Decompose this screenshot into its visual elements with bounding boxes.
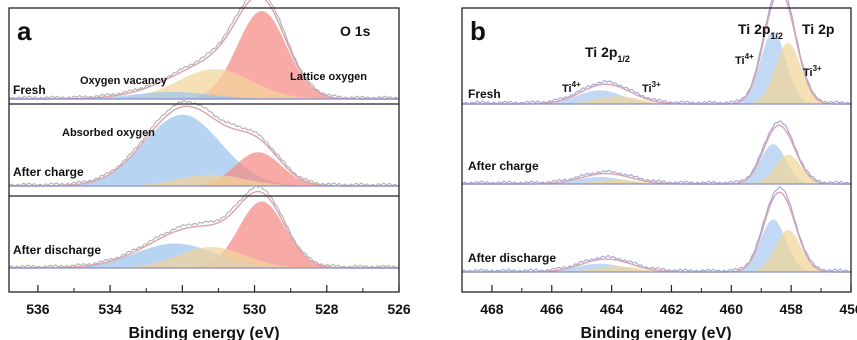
panel-a-letter: a: [17, 16, 32, 46]
annotation-oxygen-vacancy: Oxygen vacancy: [80, 75, 168, 87]
raw-data-after-charge: [461, 120, 852, 185]
annotation-ti4-left: Ti4+: [562, 80, 581, 95]
peak-fresh-oxygen-vacancy: [9, 69, 399, 99]
annotation-ti2p-right: Ti 2p1/2: [738, 21, 783, 41]
x-tick-label: 468: [480, 301, 504, 317]
peak-after-charge-absorbed-oxygen: [9, 114, 399, 186]
peak-after-charge-ti4-2p3-2: [462, 144, 851, 184]
panel-a-state-after-discharge: After discharge: [13, 243, 101, 257]
annotation-lattice-oxygen: Lattice oxygen: [290, 71, 367, 83]
panel-b: 468 466 464 462 460 458 456 b Ti 2p Ti 2p1/2 T…: [461, 0, 857, 340]
raw-data-after-discharge: [461, 186, 852, 273]
annotation-ti3-right: Ti3+: [803, 64, 822, 79]
x-tick-label: 458: [779, 301, 803, 317]
panel-a-ticks: 536 534 532 530 528 526: [26, 285, 411, 317]
spectrum-fresh: [8, 0, 400, 100]
panel-a-spectra: [8, 0, 400, 269]
panel-b-frame: [461, 7, 852, 293]
panel-a-core-level: O 1s: [340, 23, 371, 39]
panel-b-state-fresh: Fresh: [468, 87, 501, 101]
x-tick-label: 526: [387, 301, 411, 317]
panel-b-state-after-discharge: After discharge: [468, 251, 556, 265]
peak-after-discharge-ti4-2p3-2: [462, 219, 851, 272]
panel-b-letter: b: [470, 16, 486, 46]
peak-fresh-ti4-2p3-2: [462, 31, 851, 104]
x-tick-label: 536: [26, 301, 50, 317]
peak-fresh-ti3-2p3-2: [462, 42, 851, 104]
annotation-ti2p-left: Ti 2p1/2: [585, 44, 630, 64]
panel-b-ticks: 468 466 464 462 460 458 456: [480, 285, 857, 317]
spectrum-after-discharge: [461, 186, 852, 273]
panel-a: 536 534 532 530 528 526 a O 1s Fresh After ch…: [8, 0, 411, 340]
panel-a-x-axis-title: Binding energy (eV): [128, 325, 279, 340]
peak-fresh-ti3-2p1-2: [462, 96, 851, 104]
peak-after-discharge-ti3-2p3-2: [462, 230, 851, 272]
x-tick-label: 528: [315, 301, 339, 317]
peak-after-discharge-oxygen-vacancy: [9, 247, 399, 268]
spectrum-after-charge: [8, 99, 400, 187]
spectrum-after-discharge: [8, 185, 400, 269]
annotation-ti4-right: Ti4+: [735, 52, 754, 67]
raw-data-fresh: [461, 0, 852, 105]
x-tick-label: 534: [98, 301, 122, 317]
panel-b-core-level: Ti 2p: [802, 21, 834, 37]
panel-b-spectra: [461, 0, 852, 273]
x-tick-label: 532: [171, 301, 195, 317]
raw-data-after-discharge: [8, 185, 400, 269]
peak-after-charge-oxygen-vacancy: [9, 174, 399, 186]
panel-a-frame: [8, 7, 400, 293]
annotation-absorbed-oxygen: Absorbed oxygen: [62, 127, 155, 139]
x-tick-label: 460: [720, 301, 744, 317]
spectrum-fresh: [461, 0, 852, 105]
annotation-ti3-left: Ti3+: [642, 80, 661, 95]
peak-fresh-lattice-oxygen: [9, 11, 399, 99]
peak-after-charge-ti3-2p3-2: [462, 154, 851, 184]
x-tick-label: 466: [540, 301, 564, 317]
panel-b-state-after-charge: After charge: [468, 159, 539, 173]
x-tick-label: 462: [660, 301, 684, 317]
x-tick-label: 530: [243, 301, 267, 317]
panel-b-x-axis-title: Binding energy (eV): [580, 325, 731, 340]
panel-a-state-after-charge: After charge: [13, 165, 84, 179]
x-tick-label: 464: [600, 301, 624, 317]
raw-data-fresh: [8, 0, 400, 100]
x-tick-label: 456: [839, 301, 857, 317]
raw-data-after-charge: [8, 99, 400, 187]
panel-a-state-fresh: Fresh: [13, 83, 46, 97]
spectrum-after-charge: [461, 120, 852, 185]
